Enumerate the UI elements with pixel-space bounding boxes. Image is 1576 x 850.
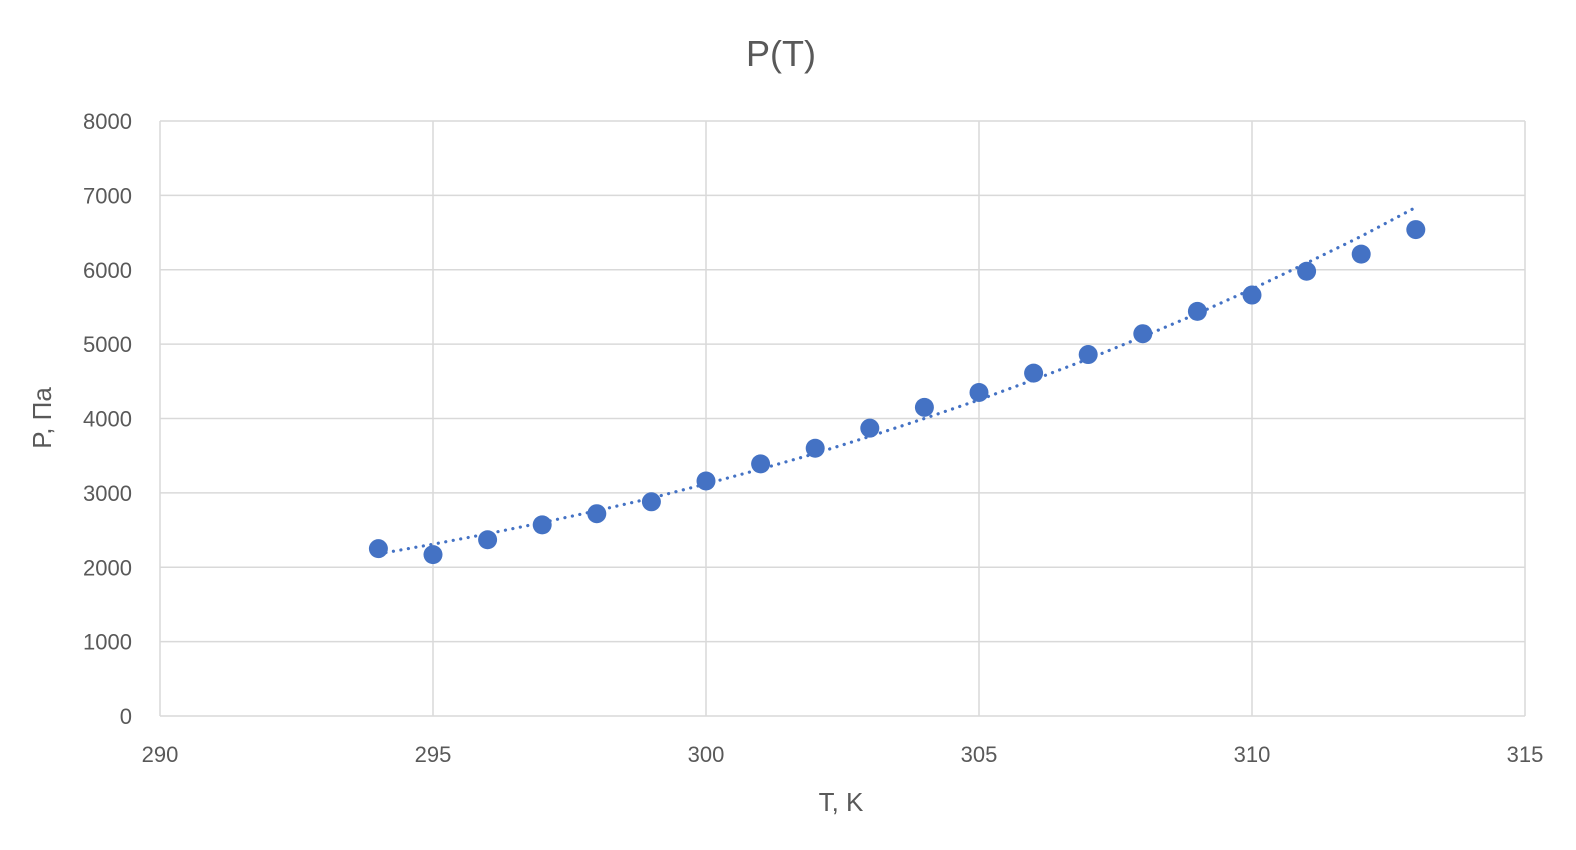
data-point (478, 530, 498, 550)
data-point (1297, 261, 1317, 281)
data-point (1024, 363, 1044, 383)
data-point (532, 515, 552, 535)
data-point (1133, 324, 1153, 344)
data-point (1187, 301, 1207, 321)
data-point (1351, 244, 1371, 264)
data-point (1242, 285, 1262, 305)
data-point (969, 382, 989, 402)
y-tick-label: 6000 (83, 258, 132, 283)
y-tick-label: 0 (120, 704, 132, 729)
y-axis-title: P, Па (27, 387, 57, 449)
x-tick-label: 315 (1507, 742, 1544, 767)
y-tick-label: 1000 (83, 630, 132, 655)
x-axis-title: T, K (819, 787, 864, 817)
x-tick-label: 305 (961, 742, 998, 767)
data-point (751, 454, 771, 474)
trendline (376, 205, 1418, 556)
y-tick-label: 4000 (83, 407, 132, 432)
data-point (860, 418, 880, 438)
trendline-layer (376, 205, 1418, 556)
data-point (696, 471, 716, 491)
x-tick-label: 300 (688, 742, 725, 767)
y-tick-label: 8000 (83, 109, 132, 134)
x-tick-label: 295 (415, 742, 452, 767)
data-point (914, 397, 934, 417)
data-point (587, 504, 607, 524)
data-point (368, 539, 388, 559)
chart-title: P(T) (746, 33, 816, 74)
x-tick-label: 290 (142, 742, 179, 767)
y-tick-label: 7000 (83, 183, 132, 208)
y-tick-labels: 0 1000 2000 3000 4000 5000 6000 7000 8000 (83, 109, 132, 729)
data-point (1406, 220, 1426, 240)
x-tick-labels: 290 295 300 305 310 315 (142, 742, 1544, 767)
x-tick-label: 310 (1234, 742, 1271, 767)
grid-lines (159, 120, 1526, 717)
data-point (1078, 345, 1098, 365)
y-tick-label: 5000 (83, 332, 132, 357)
data-points (368, 220, 1426, 565)
data-point (641, 492, 661, 512)
y-tick-label: 3000 (83, 481, 132, 506)
data-point (805, 438, 825, 458)
data-point (423, 545, 443, 565)
y-tick-label: 2000 (83, 555, 132, 580)
